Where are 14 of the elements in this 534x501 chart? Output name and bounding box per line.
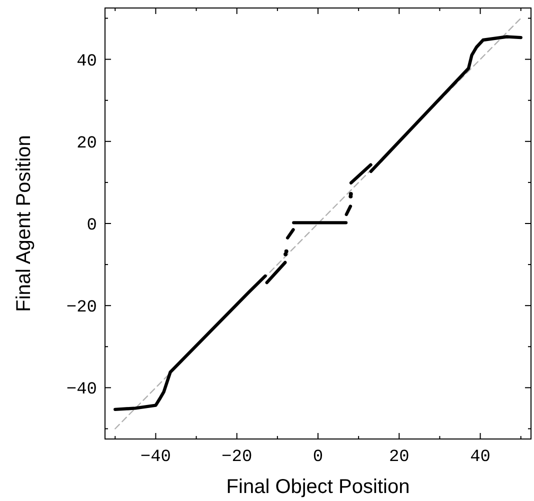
x-tick-label: 20 bbox=[388, 448, 410, 467]
y-tick-label: −20 bbox=[66, 298, 97, 318]
x-tick-label: 40 bbox=[470, 448, 490, 467]
y-tick-label: −40 bbox=[66, 380, 97, 400]
x-tick-label: −20 bbox=[222, 448, 252, 467]
y-tick-label: 20 bbox=[76, 134, 97, 154]
x-axis-title: Final Object Position bbox=[226, 476, 410, 498]
y-tick-label: 40 bbox=[76, 52, 97, 72]
y-tick-label: 0 bbox=[86, 216, 97, 236]
x-tick-label: 0 bbox=[312, 448, 324, 467]
x-tick-label: −40 bbox=[140, 448, 172, 467]
y-axis-title: Final Agent Position bbox=[13, 135, 35, 312]
point bbox=[348, 192, 353, 196]
point bbox=[284, 249, 288, 254]
